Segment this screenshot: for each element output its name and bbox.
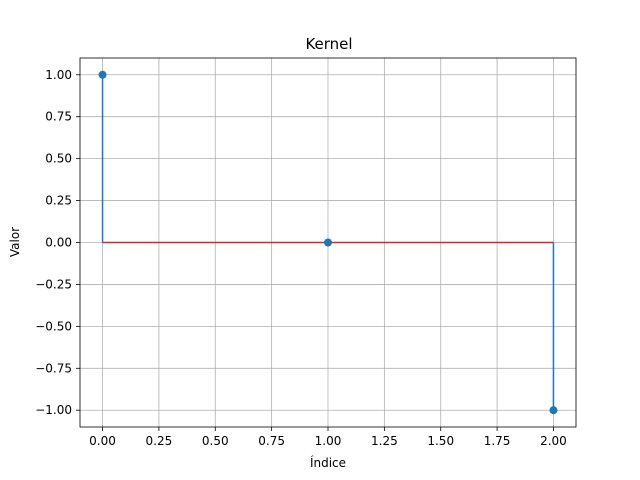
x-tick-label: 2.00 — [540, 434, 567, 448]
y-axis-label: Valor — [8, 227, 22, 257]
x-tick-label: 0.00 — [89, 434, 116, 448]
x-axis-ticks: 0.00 0.25 0.50 0.75 1.00 1.25 1.50 1.75 2.00 — [89, 427, 567, 448]
x-tick-label: 0.75 — [258, 434, 285, 448]
x-tick-label: 0.25 — [146, 434, 173, 448]
y-axis-ticks: 1.00 0.75 0.50 0.25 0.00 −0.25 −0.50 −0.75 −1.00 — [35, 68, 80, 417]
stem-layer — [98, 70, 558, 415]
y-tick-label: −0.75 — [35, 361, 72, 375]
x-tick-label: 1.50 — [427, 434, 454, 448]
x-tick-label: 1.00 — [315, 434, 342, 448]
y-tick-label: 0.50 — [45, 152, 72, 166]
y-tick-label: −0.50 — [35, 319, 72, 333]
x-tick-label: 0.50 — [202, 434, 229, 448]
chart-title: Kernel — [305, 35, 352, 53]
y-tick-label: −1.00 — [35, 403, 72, 417]
stem-marker — [324, 238, 332, 247]
x-axis-label: Índice — [310, 455, 346, 470]
y-tick-label: 1.00 — [45, 68, 72, 82]
x-tick-label: 1.75 — [484, 434, 511, 448]
y-tick-label: −0.25 — [35, 277, 72, 291]
y-tick-label: 0.75 — [45, 110, 72, 124]
y-tick-label: 0.00 — [45, 236, 72, 250]
stem-marker — [98, 70, 107, 79]
y-tick-label: 0.25 — [45, 194, 72, 208]
stem-marker — [549, 406, 558, 415]
x-tick-label: 1.25 — [371, 434, 398, 448]
